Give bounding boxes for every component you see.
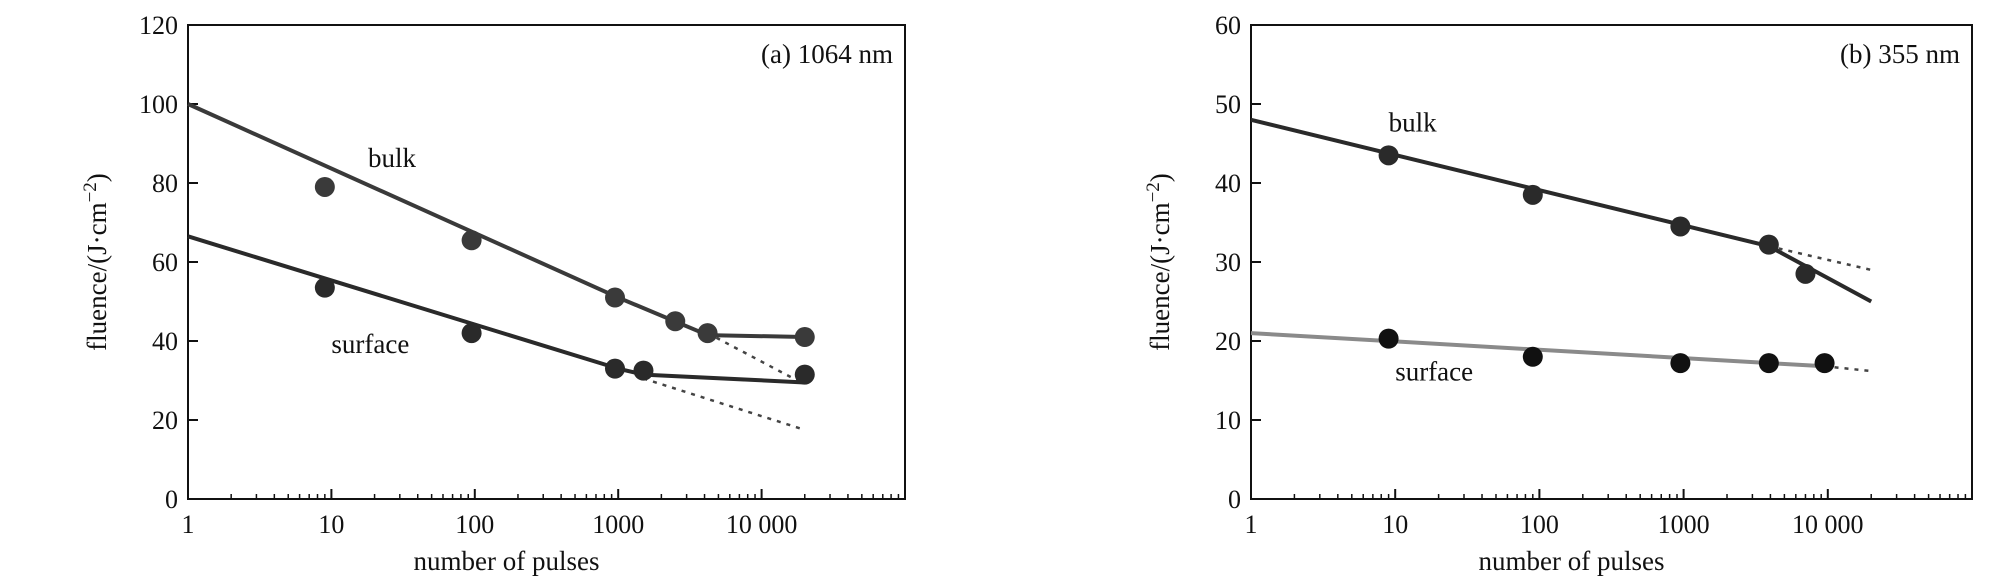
panel-a-y-axis-label: fluence/(J·cm−2) — [80, 173, 112, 351]
panel-a-x-axis-label: number of pulses — [414, 546, 600, 576]
panel-b-series-bulk-point — [1758, 234, 1779, 255]
panel-a-series-surface-extrapolation-line — [643, 377, 806, 432]
panel-a-y-axis-label-main: fluence/(J·cm — [82, 202, 112, 350]
panel-a-ytick-label: 0 — [165, 485, 178, 514]
panel-b: 0 10 20 30 40 50 60 1 10 100 1000 10 000 number of p… — [1143, 11, 1973, 576]
panel-a-series-bulk-point — [665, 311, 686, 332]
panel-b-x-axis-label: number of pulses — [1479, 546, 1665, 576]
panel-b-ytick-label: 20 — [1215, 327, 1241, 356]
panel-b-y-axis-label-main: fluence/(J·cm — [1145, 202, 1175, 350]
panel-a-xtick-label: 100 — [455, 510, 494, 539]
panel-a-series-bulk-point — [605, 287, 626, 308]
panel-a-xtick-label: 10 — [318, 510, 344, 539]
panel-a-series-bulk-point — [697, 323, 718, 344]
panel-a-series-surface-point — [605, 358, 626, 379]
panel-b-series-bulk-fit-line — [1250, 117, 1873, 304]
panel-a-xtick-label: 1 — [182, 510, 195, 539]
panel-b-ytick-label: 50 — [1215, 90, 1241, 119]
panel-a-ytick-label: 100 — [139, 90, 178, 119]
panel-a-ytick-label: 40 — [152, 327, 178, 356]
panel-b-series-surface-point — [1758, 353, 1779, 374]
panel-b-xtick-label: 1 — [1245, 510, 1258, 539]
panel-b-y-axis-label-sup: −2 — [1143, 182, 1164, 202]
panel-a-series-bulk: bulk — [187, 102, 815, 386]
panel-b-series-surface: surface — [1250, 328, 1872, 387]
panel-b-title: (b) 355 nm — [1840, 39, 1960, 69]
panel-a-series-surface: surface — [187, 234, 815, 432]
panel-a-title: (a) 1064 nm — [761, 39, 893, 69]
panel-b-ytick-label: 30 — [1215, 248, 1241, 277]
panel-a-series-surface-point — [314, 277, 335, 298]
panel-a-series-surface-point — [461, 323, 482, 344]
panel-b-series-bulk-point — [1795, 263, 1816, 284]
panel-a-series-bulk-point — [461, 230, 482, 251]
panel-b-series-bulk-point — [1522, 184, 1543, 205]
panel-a-ytick-label: 120 — [139, 11, 178, 40]
panel-b-series-bulk-label: bulk — [1389, 108, 1438, 138]
panel-b-series-surface-point — [1670, 353, 1691, 374]
panel-b-ytick-label: 40 — [1215, 169, 1241, 198]
panel-a-ytick-label: 80 — [152, 169, 178, 198]
panel-b-series-surface-label: surface — [1395, 357, 1473, 387]
panel-a-xtick-label: 1000 — [592, 510, 644, 539]
panel-b-series-bulk-point — [1670, 216, 1691, 237]
panel-a-series-bulk-point — [314, 176, 335, 197]
panel-a-y-axis-label-close: ) — [82, 173, 112, 182]
panel-b-series-bulk-point — [1378, 145, 1399, 166]
panel-b-xtick-label: 10 000 — [1792, 510, 1864, 539]
panel-a-ytick-label: 20 — [152, 406, 178, 435]
panel-b-xtick-label: 10 — [1382, 510, 1408, 539]
panel-a-series-surface-point — [794, 364, 815, 385]
panel-b-series-surface-point — [1814, 353, 1835, 374]
panel-b-series-bulk: bulk — [1250, 108, 1873, 304]
panel-b-series-surface-point — [1378, 328, 1399, 349]
panel-b-series-bulk-extrapolation-line — [1768, 244, 1872, 272]
panel-b-xtick-label: 100 — [1520, 510, 1559, 539]
panel-b-ytick-label: 60 — [1215, 11, 1241, 40]
panel-b-y-axis-label-close: ) — [1145, 173, 1175, 182]
panel-a-series-bulk-extrapolation-line — [706, 331, 806, 386]
panel-b-series-surface-extrapolation-line — [1824, 365, 1872, 373]
panel-a-series-surface-fit-line — [187, 234, 805, 385]
panel-a-ytick-label: 60 — [152, 248, 178, 277]
panel-a-series-surface-point — [633, 360, 654, 381]
panel-a-y-axis-label-sup: −2 — [80, 182, 101, 202]
panel-a-xtick-label: 10 000 — [726, 510, 798, 539]
panel-b-ytick-label: 0 — [1228, 485, 1241, 514]
panel-a-series-bulk-fit-line — [187, 102, 805, 340]
panel-a-series-surface-label: surface — [331, 329, 409, 359]
panel-b-plot-frame — [1250, 24, 1973, 500]
panel-b-ytick-label: 10 — [1215, 406, 1241, 435]
panel-a-series-bulk-label: bulk — [368, 143, 417, 173]
panel-b-xtick-label: 1000 — [1658, 510, 1710, 539]
panel-b-y-axis-label: fluence/(J·cm−2) — [1143, 173, 1175, 351]
panel-a-series-bulk-point — [794, 327, 815, 348]
panel-b-series-surface-point — [1522, 346, 1543, 367]
